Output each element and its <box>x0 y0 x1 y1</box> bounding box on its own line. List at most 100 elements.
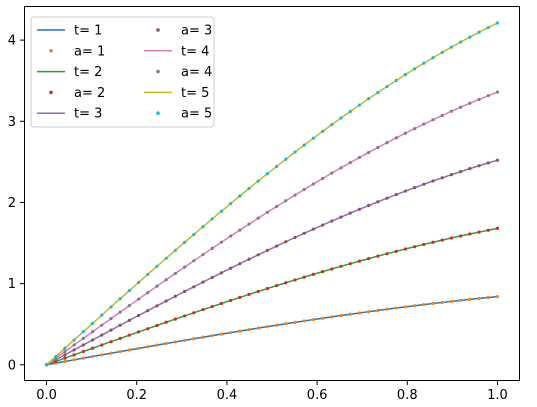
data-point <box>357 103 362 107</box>
data-point <box>284 281 288 285</box>
legend-swatch <box>156 69 160 74</box>
data-point <box>357 155 362 160</box>
data-point <box>330 123 334 127</box>
data-point <box>182 338 187 342</box>
data-point <box>339 166 343 170</box>
data-point <box>339 313 343 318</box>
data-point <box>54 354 58 359</box>
data-point <box>201 280 205 284</box>
data-point <box>81 336 85 340</box>
legend-label: a= 5 <box>181 107 212 122</box>
data-point <box>247 292 251 297</box>
data-point <box>339 264 343 268</box>
data-point <box>431 118 435 122</box>
data-point <box>413 127 417 131</box>
data-point <box>228 331 233 335</box>
data-point <box>192 311 196 315</box>
data-point <box>431 240 435 244</box>
data-point <box>146 309 150 313</box>
data-point <box>219 209 223 213</box>
data-point <box>81 330 85 334</box>
data-point <box>486 228 490 232</box>
plot-frame <box>24 6 520 381</box>
data-point <box>109 340 113 344</box>
data-point <box>173 317 177 321</box>
data-point <box>164 256 168 260</box>
data-point <box>127 348 131 352</box>
data-point <box>348 211 352 215</box>
data-point <box>431 301 435 306</box>
y-tick-label: 4 <box>8 34 16 49</box>
data-point <box>90 346 95 350</box>
data-point <box>109 328 113 332</box>
data-point <box>127 303 131 308</box>
data-point <box>164 341 168 346</box>
data-point <box>109 317 113 321</box>
data-point <box>201 335 205 339</box>
series-layer <box>44 21 500 367</box>
data-point <box>275 323 279 327</box>
data-point <box>376 90 380 95</box>
data-point <box>265 286 269 291</box>
data-point <box>219 240 223 244</box>
data-point <box>192 232 196 237</box>
series-a-2 <box>44 226 500 367</box>
legend-item: a= 1 <box>49 44 105 59</box>
data-point <box>394 249 398 253</box>
data-point <box>118 310 122 314</box>
data-point <box>256 179 260 183</box>
data-point <box>403 131 408 135</box>
legend-item: t= 1 <box>37 24 102 39</box>
data-point <box>477 296 481 301</box>
data-point <box>495 90 500 94</box>
x-tick-label: 0.6 <box>307 388 328 403</box>
data-point <box>422 303 426 307</box>
data-point <box>495 21 500 25</box>
data-point <box>63 359 67 364</box>
legend-label: t= 3 <box>74 107 102 122</box>
data-point <box>100 353 104 357</box>
data-point <box>136 330 141 334</box>
data-point <box>440 300 444 305</box>
series-a-5 <box>44 21 500 367</box>
data-point <box>265 325 269 329</box>
data-point <box>210 275 214 280</box>
data-point <box>449 236 454 240</box>
data-point <box>376 308 380 313</box>
data-point <box>284 199 288 203</box>
data-point <box>44 363 49 367</box>
data-point <box>459 298 463 302</box>
legend-swatch <box>156 28 160 32</box>
data-point <box>146 327 150 331</box>
x-tick-label: 0.4 <box>217 388 238 403</box>
data-point <box>284 322 288 326</box>
data-point <box>293 150 297 154</box>
data-point <box>247 222 251 226</box>
data-point <box>311 227 316 231</box>
data-point <box>146 345 150 349</box>
data-point <box>81 356 85 360</box>
data-point <box>431 56 435 60</box>
data-point <box>63 346 67 350</box>
data-point <box>385 84 389 89</box>
data-point <box>127 289 131 293</box>
data-point <box>403 189 408 193</box>
data-point <box>422 61 426 65</box>
data-point <box>90 321 95 325</box>
data-point <box>468 232 472 236</box>
data-point <box>136 313 141 318</box>
data-point <box>228 298 233 303</box>
data-point <box>284 157 288 161</box>
data-point <box>302 143 306 147</box>
data-point <box>201 308 205 312</box>
series-line <box>46 22 498 366</box>
legend-item: a= 2 <box>49 86 105 101</box>
series-t-4 <box>46 91 498 366</box>
data-point <box>477 30 481 34</box>
data-point <box>219 332 223 336</box>
data-point <box>256 253 260 257</box>
legend-label: t= 1 <box>74 24 102 39</box>
data-point <box>238 228 242 232</box>
data-point <box>118 297 122 301</box>
data-point <box>440 238 444 242</box>
